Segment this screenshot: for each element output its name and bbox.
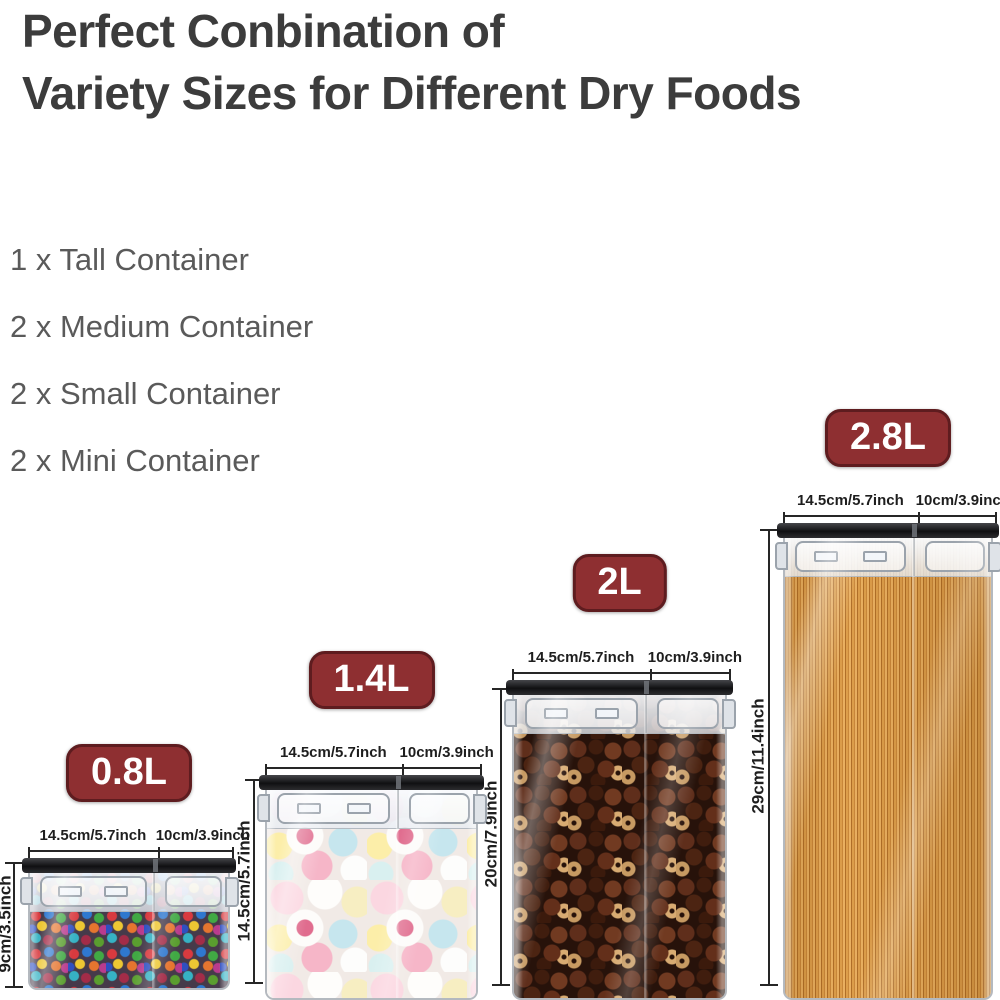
title-line-2: Variety Sizes for Different Dry Foods xyxy=(22,67,802,119)
tick xyxy=(729,669,731,682)
tick xyxy=(401,764,404,777)
page-title: Perfect Conbination of Variety Sizes for… xyxy=(22,0,802,124)
right-latch-tab xyxy=(225,877,239,907)
width-dimension: 14.5cm/5.7inch 10cm/3.9inch xyxy=(783,492,1000,525)
container-group-2-8l: 2.8L 14.5cm/5.7inch 10cm/3.9inch 29cm/11… xyxy=(749,409,1000,1000)
height-dimension-line xyxy=(245,779,263,984)
list-item-medium: 2 x Medium Container xyxy=(10,309,314,344)
tick xyxy=(917,512,920,525)
right-latch-tab xyxy=(722,699,736,729)
tick xyxy=(265,764,267,777)
left-latch-tab xyxy=(504,699,517,727)
height-label: 29cm/11.4inch xyxy=(749,697,768,814)
left-latch-tab xyxy=(20,877,33,905)
container-group-2l: 2L 14.5cm/5.7inch 10cm/3.9inch 20cm/7.9i… xyxy=(481,554,742,1000)
height-label: 20cm/7.9inch xyxy=(481,780,500,888)
side-latch xyxy=(657,698,719,729)
container-photo-spaghetti xyxy=(775,523,1000,1000)
container-body xyxy=(783,536,993,1000)
side-width-label: 10cm/3.9inch xyxy=(647,649,742,666)
tick xyxy=(783,512,785,525)
height-dimension-line xyxy=(5,862,23,988)
list-item-mini: 2 x Mini Container xyxy=(10,443,260,478)
front-width-label: 14.5cm/5.7inch xyxy=(39,827,147,844)
height-dimension-line xyxy=(492,688,510,986)
width-dimension-line xyxy=(28,847,234,860)
volume-badge: 2.8L xyxy=(824,409,952,467)
height-dimension-line xyxy=(760,529,778,986)
container-photo-candy xyxy=(20,858,239,990)
front-width-label: 14.5cm/5.7inch xyxy=(279,744,387,761)
corner-edge xyxy=(912,536,915,576)
side-latch xyxy=(409,793,470,824)
contents-chocolate-cereal xyxy=(514,693,725,998)
right-latch-tab xyxy=(473,794,487,824)
container-lid xyxy=(506,680,733,695)
left-latch-tab xyxy=(257,794,270,822)
tick xyxy=(995,512,997,525)
height-label: 9cm/3.5inch xyxy=(0,875,16,973)
container-group-0-8l: 0.8L 14.5cm/5.7inch 10cm/3.9inch 9cm/3.5… xyxy=(0,744,250,990)
left-latch-tab xyxy=(775,542,788,570)
container-group-1-4l: 1.4L 14.5cm/5.7inch 10cm/3.9inch 14.5cm/… xyxy=(234,651,494,1000)
volume-badge: 0.8L xyxy=(65,744,193,802)
contents-spaghetti xyxy=(785,536,991,998)
front-width-label: 14.5cm/5.7inch xyxy=(797,492,904,509)
tick xyxy=(512,669,514,682)
front-latch xyxy=(39,876,147,907)
side-latch xyxy=(925,541,985,572)
side-width-label: 10cm/3.9inch xyxy=(399,744,494,761)
lid-latch-strip xyxy=(267,788,476,829)
volume-badge: 1.4L xyxy=(308,651,435,709)
width-dimension: 14.5cm/5.7inch 10cm/3.9inch xyxy=(28,827,250,860)
title-line-1: Perfect Conbination of xyxy=(22,5,505,57)
tick xyxy=(157,847,160,860)
width-dimension-line xyxy=(512,669,731,682)
front-width-label: 14.5cm/5.7inch xyxy=(527,649,635,666)
tick xyxy=(28,847,30,860)
volume-badge: 2L xyxy=(572,554,667,612)
container-lid xyxy=(777,523,999,538)
width-dimension: 14.5cm/5.7inch 10cm/3.9inch xyxy=(512,649,742,682)
corner-edge xyxy=(396,788,399,828)
lid-latch-strip xyxy=(30,871,228,912)
front-latch xyxy=(277,793,391,824)
corner-edge xyxy=(152,871,155,911)
tick xyxy=(232,847,234,860)
lid-latch-strip xyxy=(785,536,991,577)
corner-edge xyxy=(644,693,647,733)
width-dimension-line xyxy=(265,764,482,777)
side-latch xyxy=(164,876,223,907)
side-width-label: 10cm/3.9inch xyxy=(915,492,1000,509)
width-dimension-line xyxy=(783,512,997,525)
container-body xyxy=(512,693,727,1000)
container-body xyxy=(28,871,230,990)
set-contents-list: 1 x Tall Container 2 x Medium Container … xyxy=(10,242,313,510)
right-latch-tab xyxy=(988,542,1000,572)
tick xyxy=(480,764,482,777)
tick xyxy=(649,669,652,682)
front-latch xyxy=(795,541,907,572)
lid-latch-strip xyxy=(514,693,725,734)
width-dimension: 14.5cm/5.7inch 10cm/3.9inch xyxy=(265,744,494,777)
side-width-label: 10cm/3.9inch xyxy=(155,827,250,844)
front-latch xyxy=(524,698,639,729)
container-lid xyxy=(259,775,484,790)
container-photo-cereal xyxy=(504,680,736,1000)
list-item-tall: 1 x Tall Container xyxy=(10,242,249,277)
container-photo-marshmallows xyxy=(257,775,487,1000)
list-item-small: 2 x Small Container xyxy=(10,376,281,411)
container-lid xyxy=(22,858,236,873)
container-body xyxy=(265,788,478,1000)
